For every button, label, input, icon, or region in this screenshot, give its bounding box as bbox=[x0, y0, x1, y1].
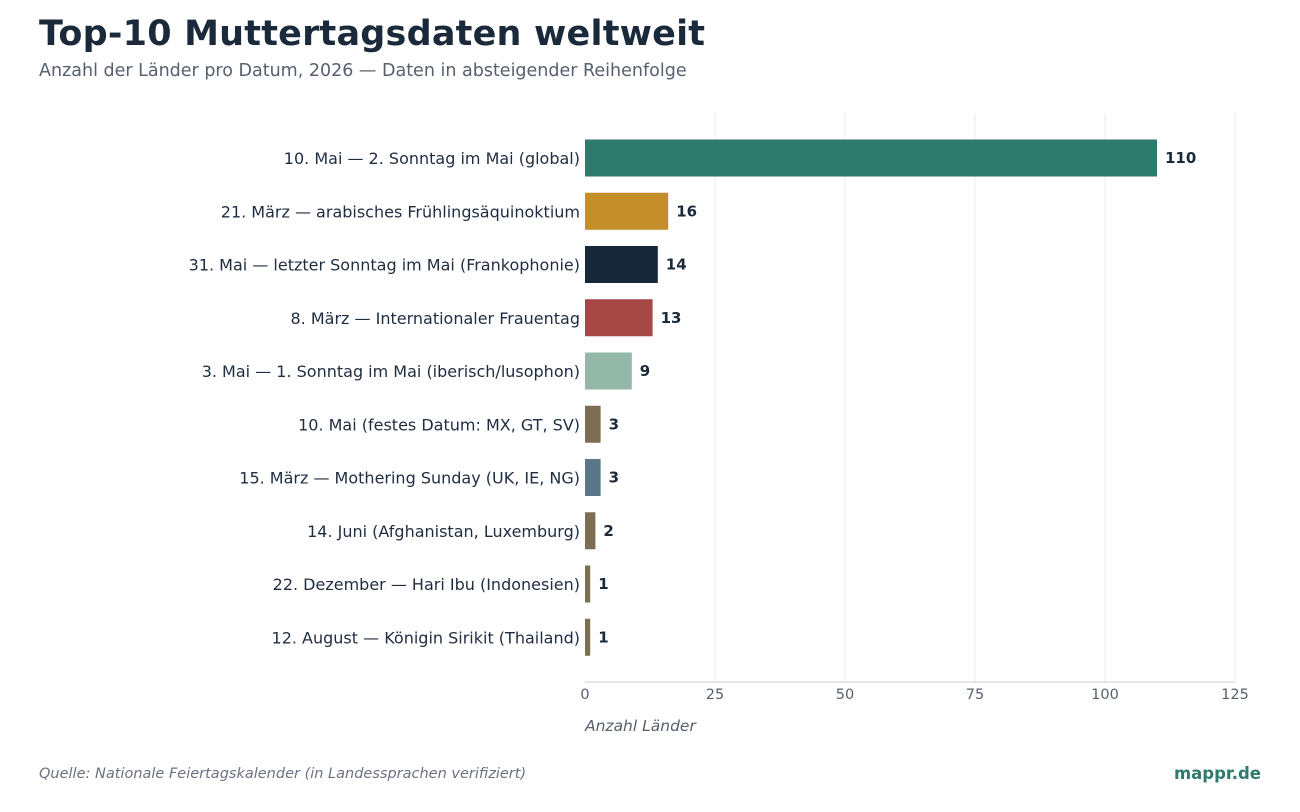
category-label-3: 8. März — Internationaler Frauentag bbox=[290, 309, 580, 328]
x-axis-title: Anzahl Länder bbox=[584, 717, 697, 735]
category-label-5: 10. Mai (festes Datum: MX, GT, SV) bbox=[298, 415, 580, 434]
category-label-9: 12. August — Königin Sirikit (Thailand) bbox=[272, 628, 580, 647]
bars bbox=[585, 139, 1157, 656]
category-label-4: 3. Mai — 1. Sonntag im Mai (iberisch/lus… bbox=[202, 362, 580, 381]
bar-0 bbox=[585, 139, 1157, 177]
bar-9 bbox=[585, 618, 591, 656]
value-label-0: 110 bbox=[1165, 149, 1196, 167]
x-tick-label-3: 75 bbox=[966, 687, 984, 703]
value-labels: 110 16 14 13 9 3 3 2 1 1 bbox=[598, 149, 1196, 646]
value-label-1: 16 bbox=[676, 202, 697, 220]
category-label-8: 22. Dezember — Hari Ibu (Indonesien) bbox=[273, 575, 580, 594]
x-axis: 0 25 50 75 100 125 bbox=[580, 681, 1249, 703]
bar-3 bbox=[585, 299, 653, 337]
chart-subtitle: Anzahl der Länder pro Datum, 2026 — Date… bbox=[39, 61, 687, 81]
category-label-1: 21. März — arabisches Frühlingsäquinokti… bbox=[221, 202, 580, 221]
category-label-0: 10. Mai — 2. Sonntag im Mai (global) bbox=[284, 149, 580, 168]
value-label-9: 1 bbox=[598, 628, 608, 646]
value-label-8: 1 bbox=[598, 575, 608, 593]
chart-title: Top-10 Muttertagsdaten weltweit bbox=[39, 14, 706, 54]
bar-5 bbox=[585, 405, 601, 443]
value-label-5: 3 bbox=[609, 415, 619, 433]
value-label-4: 9 bbox=[640, 362, 650, 380]
source-note: Quelle: Nationale Feiertagskalender (in … bbox=[39, 766, 527, 782]
x-tick-label-2: 50 bbox=[836, 687, 854, 703]
category-label-2: 31. Mai — letzter Sonntag im Mai (Franko… bbox=[189, 256, 580, 275]
x-tick-label-5: 125 bbox=[1221, 687, 1249, 703]
bar-4 bbox=[585, 352, 632, 390]
category-labels: 10. Mai — 2. Sonntag im Mai (global) 21. … bbox=[189, 149, 580, 647]
bar-8 bbox=[585, 565, 591, 603]
bar-2 bbox=[585, 246, 658, 283]
x-tick-label-4: 100 bbox=[1091, 687, 1119, 703]
category-label-6: 15. März — Mothering Sunday (UK, IE, NG) bbox=[239, 469, 580, 488]
value-label-6: 3 bbox=[609, 469, 619, 487]
value-label-2: 14 bbox=[666, 256, 687, 274]
x-tick-label-0: 0 bbox=[580, 687, 589, 703]
bar-6 bbox=[585, 459, 601, 496]
gridlines bbox=[714, 113, 1236, 682]
bar-1 bbox=[585, 192, 669, 230]
value-label-7: 2 bbox=[603, 522, 613, 540]
value-label-3: 13 bbox=[661, 309, 682, 327]
x-tick-label-1: 25 bbox=[706, 687, 724, 703]
bar-7 bbox=[585, 512, 596, 550]
brand-link[interactable]: mappr.de bbox=[1173, 764, 1261, 783]
category-label-7: 14. Juni (Afghanistan, Luxemburg) bbox=[307, 522, 580, 541]
